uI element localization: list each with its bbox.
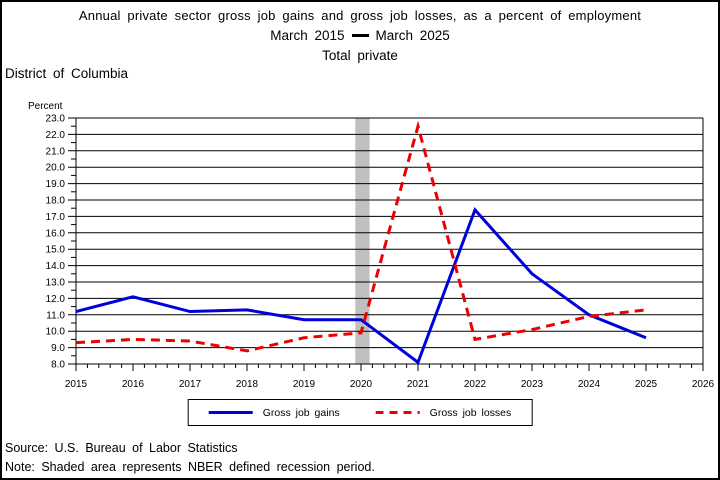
chart-title: Annual private sector gross job gains an… — [78, 8, 642, 23]
svg-text:11.0: 11.0 — [46, 310, 65, 321]
svg-text:13.0: 13.0 — [46, 278, 66, 289]
source-note: Source: U.S. Bureau of Labor Statistics — [5, 441, 238, 455]
svg-text:2016: 2016 — [122, 379, 145, 390]
gains-line — [75, 206, 647, 365]
region-label: District of Columbia — [5, 66, 129, 81]
y-axis-label: Percent — [28, 101, 63, 112]
chart-period: March 2015 March 2025 — [2, 28, 718, 43]
svg-text:2017: 2017 — [179, 379, 202, 390]
svg-text:2024: 2024 — [578, 379, 601, 390]
svg-text:2021: 2021 — [407, 379, 430, 390]
svg-text:20.0: 20.0 — [46, 163, 66, 174]
svg-text:15.0: 15.0 — [46, 245, 66, 256]
svg-text:12.0: 12.0 — [46, 294, 66, 305]
svg-text:18.0: 18.0 — [46, 196, 66, 207]
period-from: March 2015 — [270, 28, 345, 43]
svg-text:22.0: 22.0 — [46, 130, 66, 141]
svg-text:17.0: 17.0 — [46, 212, 66, 223]
losses-line — [75, 120, 647, 353]
svg-text:2023: 2023 — [521, 379, 544, 390]
svg-text:19.0: 19.0 — [46, 179, 66, 190]
period-dash — [351, 33, 369, 37]
svg-text:2020: 2020 — [350, 379, 373, 390]
title-block: Annual private sector gross job gains an… — [2, 8, 718, 63]
svg-text:8.0: 8.0 — [51, 360, 65, 371]
svg-text:10.0: 10.0 — [46, 327, 66, 338]
gains-line-sample — [208, 411, 253, 414]
legend-item-losses: Gross job losses — [375, 406, 512, 419]
legend-item-gains: Gross job gains — [208, 406, 340, 419]
chart-subtitle: Total private — [322, 48, 398, 63]
recession-note: Note: Shaded area represents NBER define… — [5, 460, 375, 474]
losses-line-sample — [375, 411, 420, 414]
svg-text:2018: 2018 — [236, 379, 259, 390]
svg-text:9.0: 9.0 — [51, 343, 65, 354]
svg-text:16.0: 16.0 — [46, 228, 66, 239]
svg-text:2022: 2022 — [464, 379, 487, 390]
legend-label-losses: Gross job losses — [429, 406, 512, 419]
legend-label-gains: Gross job gains — [262, 406, 340, 419]
svg-text:2015: 2015 — [65, 379, 88, 390]
svg-text:2019: 2019 — [293, 379, 316, 390]
svg-text:2025: 2025 — [635, 379, 658, 390]
svg-text:2026: 2026 — [692, 379, 715, 390]
period-to: March 2025 — [375, 28, 450, 43]
svg-text:14.0: 14.0 — [46, 261, 66, 272]
svg-text:21.0: 21.0 — [46, 146, 66, 157]
legend: Gross job gains Gross job losses — [187, 399, 533, 426]
recession-band — [355, 118, 370, 364]
svg-text:23.0: 23.0 — [46, 114, 66, 125]
